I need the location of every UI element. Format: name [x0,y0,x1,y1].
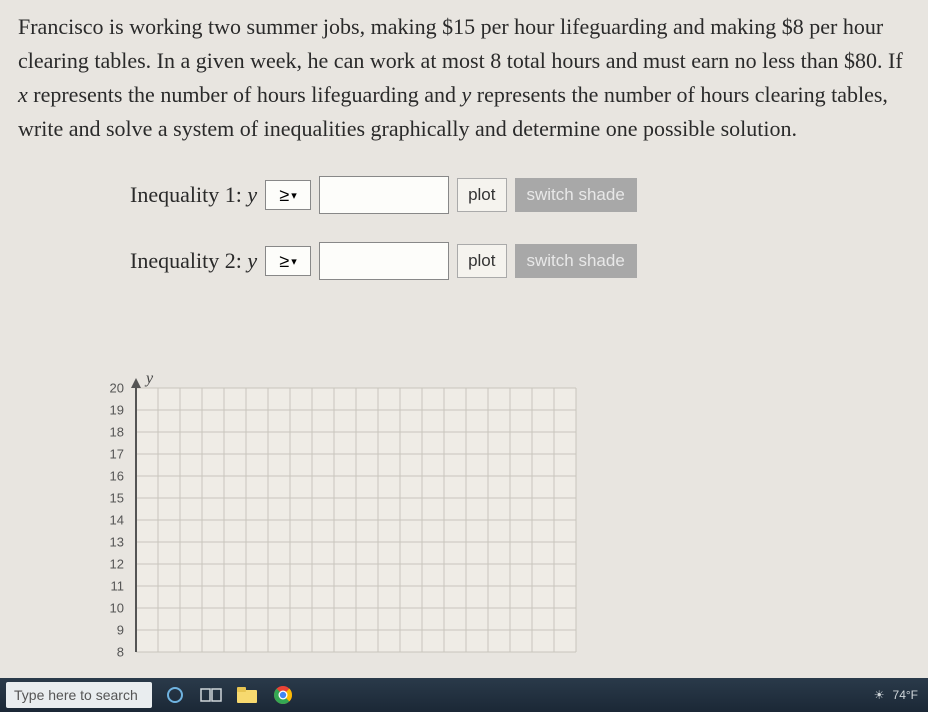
inequality-1-expression-input[interactable] [319,176,449,214]
problem-part-2: represents the number of hours lifeguard… [28,82,462,107]
y-tick-label: 19 [94,403,124,418]
inequality-1-operator-select[interactable]: ≥▾ [265,180,311,210]
cortana-icon[interactable] [162,682,188,708]
y-tick-label: 8 [94,645,124,660]
problem-part-1: Francisco is working two summer jobs, ma… [18,14,903,73]
inequality-1-label: Inequality 1: y [130,182,257,208]
y-tick-label: 15 [94,491,124,506]
inequality-row-1: Inequality 1: y ≥▾ plot switch shade [130,176,928,214]
taskbar-right: ☀ 74°F [874,688,922,702]
y-tick-label: 16 [94,469,124,484]
chrome-icon[interactable] [270,682,296,708]
temperature-readout: 74°F [893,688,918,702]
var-y: y [462,82,472,107]
problem-statement: Francisco is working two summer jobs, ma… [0,0,928,146]
task-view-icon[interactable] [198,682,224,708]
taskbar-search[interactable]: Type here to search [6,682,152,708]
chevron-down-icon: ▾ [291,255,297,268]
search-text: Type here to search [14,687,138,703]
y-tick-label: 9 [94,623,124,638]
inequality-2-switch-shade-button[interactable]: switch shade [515,244,637,278]
chevron-down-icon: ▾ [291,189,297,202]
var-x: x [18,82,28,107]
y-tick-label: 17 [94,447,124,462]
inequality-1-switch-shade-button[interactable]: switch shade [515,178,637,212]
inequality-1-plot-button[interactable]: plot [457,178,506,212]
weather-icon[interactable]: ☀ [874,688,885,702]
graph-area: y 201918171615141312111098 [106,376,566,676]
windows-taskbar: Type here to search ☀ 74°F [0,678,928,712]
inequality-2-plot-button[interactable]: plot [457,244,506,278]
y-tick-label: 18 [94,425,124,440]
y-tick-label: 13 [94,535,124,550]
y-tick-label: 11 [94,579,124,594]
inequality-row-2: Inequality 2: y ≥▾ plot switch shade [130,242,928,280]
y-tick-label: 14 [94,513,124,528]
inequality-2-label: Inequality 2: y [130,248,257,274]
y-tick-label: 12 [94,557,124,572]
coordinate-grid[interactable]: 201918171615141312111098 [106,376,566,676]
y-tick-label: 20 [94,381,124,396]
inequality-2-expression-input[interactable] [319,242,449,280]
y-tick-label: 10 [94,601,124,616]
file-explorer-icon[interactable] [234,682,260,708]
inequality-2-operator-select[interactable]: ≥▾ [265,246,311,276]
